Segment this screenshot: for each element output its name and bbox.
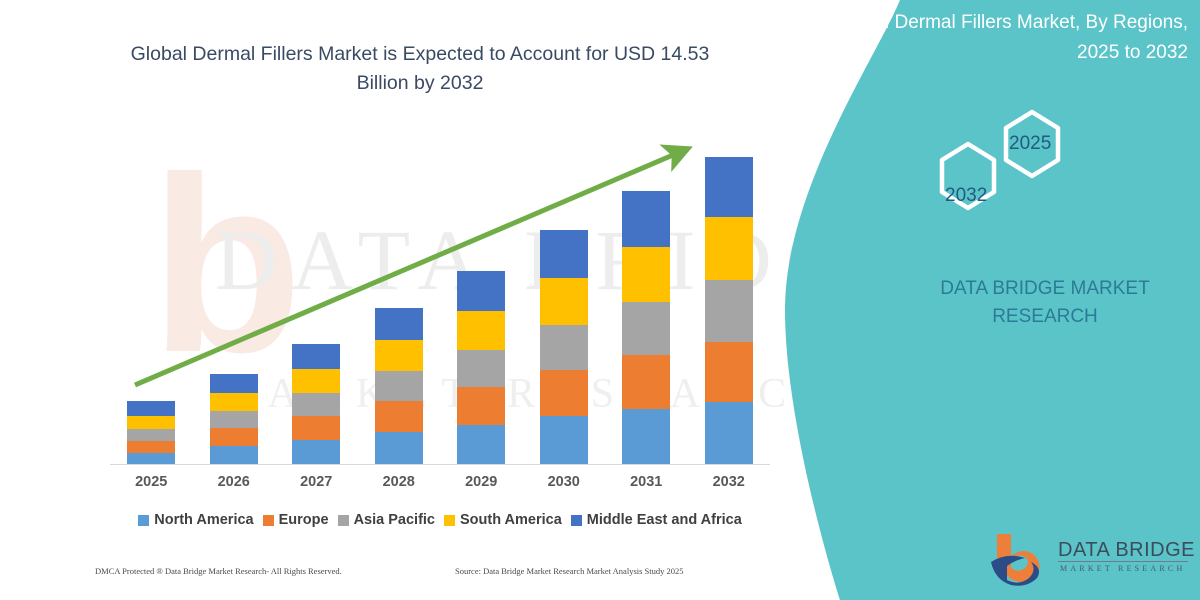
bar-segment-middle-east-and-africa-2031 bbox=[622, 191, 671, 247]
bar-segment-middle-east-and-africa-2026 bbox=[209, 374, 258, 393]
bar-segment-north-america-2028 bbox=[374, 432, 423, 465]
bar-segment-middle-east-and-africa-2029 bbox=[457, 271, 506, 311]
legend-item-europe[interactable]: Europe bbox=[262, 512, 329, 528]
bar-column-2025 bbox=[127, 401, 176, 465]
bar-segment-europe-2032 bbox=[704, 342, 753, 402]
x-tick-2032: 2032 bbox=[712, 474, 745, 490]
bar-segment-asia-pacific-2026 bbox=[209, 411, 258, 428]
bar-segment-europe-2025 bbox=[127, 441, 176, 453]
x-tick-2026: 2026 bbox=[217, 474, 250, 490]
bar-segment-asia-pacific-2025 bbox=[127, 429, 176, 441]
hexagon-badges: 2032 2025 bbox=[920, 100, 1120, 235]
bar-segment-north-america-2027 bbox=[292, 440, 341, 465]
panel-title: Global Dermal Fillers Market, By Regions… bbox=[834, 12, 1188, 63]
bar-segment-middle-east-and-africa-2028 bbox=[374, 308, 423, 340]
x-tick-2028: 2028 bbox=[382, 474, 415, 490]
logo-sub-text: MARKET RESEARCH bbox=[1060, 564, 1186, 573]
bar-segment-asia-pacific-2028 bbox=[374, 371, 423, 401]
bar-segment-asia-pacific-2031 bbox=[622, 302, 671, 355]
x-axis-tick-labels: 2025 2026 2027 2028 2029 2030 2031 2032 bbox=[110, 474, 770, 498]
bar-column-2032 bbox=[704, 157, 753, 465]
hexagon-shapes bbox=[939, 109, 1061, 211]
hexagon-label-2032: 2032 bbox=[945, 185, 988, 206]
bar-segment-europe-2031 bbox=[622, 355, 671, 409]
legend-swatch-icon bbox=[337, 514, 349, 526]
bar-segment-south-america-2026 bbox=[209, 393, 258, 411]
hexagon-2025-outline bbox=[1003, 109, 1061, 179]
bar-segment-asia-pacific-2029 bbox=[457, 350, 506, 387]
bar-segment-europe-2026 bbox=[209, 428, 258, 446]
bar-segment-north-america-2025 bbox=[127, 453, 176, 465]
bar-segment-south-america-2025 bbox=[127, 416, 176, 429]
bar-segment-europe-2028 bbox=[374, 401, 423, 432]
legend-label: Asia Pacific bbox=[353, 512, 435, 528]
legend-swatch-icon bbox=[262, 514, 274, 526]
bar-segment-europe-2030 bbox=[539, 370, 588, 416]
bar-segment-asia-pacific-2032 bbox=[704, 280, 753, 342]
chart-title: Global Dermal Fillers Market is Expected… bbox=[130, 43, 710, 94]
bar-column-2028 bbox=[374, 308, 423, 465]
bar-segment-north-america-2031 bbox=[622, 409, 671, 465]
legend-item-north-america[interactable]: North America bbox=[138, 512, 254, 528]
data-bridge-logo-icon bbox=[991, 534, 1040, 586]
legend-item-south-america[interactable]: South America bbox=[444, 512, 562, 528]
x-tick-2025: 2025 bbox=[135, 474, 168, 490]
bar-segment-south-america-2029 bbox=[457, 311, 506, 350]
teal-side-panel bbox=[780, 0, 1200, 600]
growth-trend-arrow bbox=[134, 144, 693, 388]
bar-segment-middle-east-and-africa-2025 bbox=[127, 401, 176, 416]
bar-segment-middle-east-and-africa-2030 bbox=[539, 230, 588, 278]
legend-swatch-icon bbox=[444, 514, 455, 526]
bar-segment-europe-2029 bbox=[457, 387, 506, 425]
panel-brand-text: DATA BRIDGE MARKET RESEARCH bbox=[940, 278, 1150, 327]
bar-segment-asia-pacific-2030 bbox=[539, 325, 588, 370]
bar-segment-south-america-2031 bbox=[622, 247, 671, 302]
logo-name-text: DATA BRIDGE bbox=[1058, 539, 1196, 561]
bar-segment-south-america-2032 bbox=[704, 217, 753, 280]
x-tick-2031: 2031 bbox=[630, 474, 663, 490]
legend-label: South America bbox=[460, 512, 562, 528]
legend-item-asia-pacific[interactable]: Asia Pacific bbox=[337, 512, 435, 528]
x-tick-2027: 2027 bbox=[300, 474, 333, 490]
legend-label: Middle East and Africa bbox=[586, 512, 742, 528]
bar-column-2030 bbox=[539, 230, 588, 465]
chart-legend: North America Europe Asia Pacific South Ame… bbox=[110, 512, 770, 528]
logo-divider bbox=[1058, 561, 1188, 562]
footer-dmca-text: DMCA Protected ® Data Bridge Market Rese… bbox=[95, 566, 342, 576]
bar-column-2026 bbox=[209, 374, 258, 465]
x-tick-2029: 2029 bbox=[465, 474, 498, 490]
footer: DMCA Protected ® Data Bridge Market Rese… bbox=[0, 566, 800, 588]
stacked-bar-chart-plot-area bbox=[110, 140, 770, 465]
bar-segment-south-america-2027 bbox=[292, 369, 341, 393]
bar-segment-south-america-2030 bbox=[539, 278, 588, 325]
bar-segment-middle-east-and-africa-2027 bbox=[292, 344, 341, 369]
bar-column-2031 bbox=[622, 191, 671, 465]
legend-swatch-icon bbox=[138, 514, 150, 526]
bar-segment-europe-2027 bbox=[292, 416, 341, 440]
legend-label: North America bbox=[154, 512, 254, 528]
legend-swatch-icon bbox=[570, 514, 582, 526]
legend-item-middle-east-and-africa[interactable]: Middle East and Africa bbox=[570, 512, 742, 528]
bar-segment-north-america-2029 bbox=[457, 425, 506, 465]
x-tick-2030: 2030 bbox=[547, 474, 580, 490]
hexagon-label-2025: 2025 bbox=[1009, 133, 1052, 154]
bar-segment-asia-pacific-2027 bbox=[292, 393, 341, 416]
bar-segment-south-america-2028 bbox=[374, 340, 423, 371]
bar-column-2027 bbox=[292, 344, 341, 465]
bar-segment-north-america-2030 bbox=[539, 416, 588, 465]
bar-segment-north-america-2026 bbox=[209, 446, 258, 465]
legend-label: Europe bbox=[278, 512, 329, 528]
bar-segment-middle-east-and-africa-2032 bbox=[704, 157, 753, 217]
footer-source-text: Source: Data Bridge Market Research Mark… bbox=[455, 566, 684, 576]
hexagon-2032-outline bbox=[939, 141, 997, 211]
bar-column-2029 bbox=[457, 271, 506, 465]
x-axis-line bbox=[110, 464, 770, 465]
bar-segment-north-america-2032 bbox=[704, 402, 753, 465]
